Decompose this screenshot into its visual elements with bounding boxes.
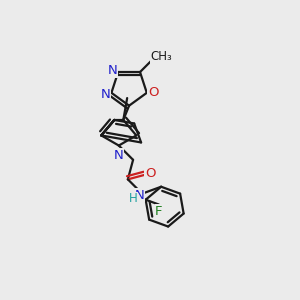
- Text: N: N: [134, 189, 144, 202]
- Text: N: N: [114, 149, 124, 162]
- Text: N: N: [108, 64, 118, 77]
- Text: F: F: [155, 205, 163, 218]
- Text: CH₃: CH₃: [150, 50, 172, 63]
- Text: N: N: [100, 88, 110, 101]
- Text: O: O: [145, 167, 156, 180]
- Text: H: H: [129, 193, 138, 206]
- Text: O: O: [148, 86, 159, 99]
